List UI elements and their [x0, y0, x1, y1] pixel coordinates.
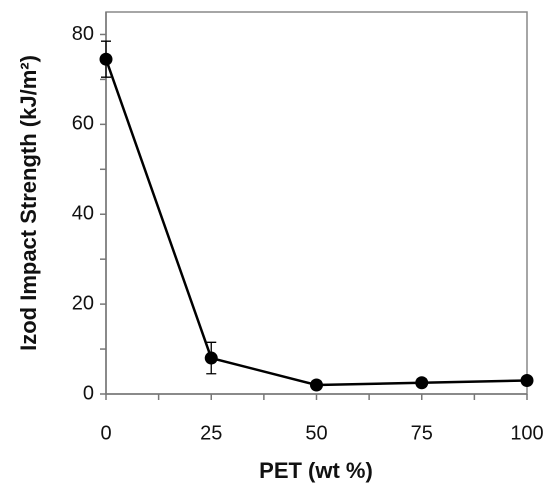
x-axis-label: PET (wt %): [259, 458, 373, 483]
y-tick-label: 60: [72, 113, 94, 135]
data-point: [204, 351, 218, 365]
x-tick-label: 25: [200, 422, 222, 444]
y-axis-label: Izod Impact Strength (kJ/m²): [16, 55, 41, 351]
x-tick-label: 0: [100, 422, 111, 444]
data-point: [520, 374, 534, 388]
x-tick-label: 75: [411, 422, 433, 444]
x-tick-label: 100: [510, 422, 543, 444]
x-tick-label: 50: [305, 422, 327, 444]
data-point: [99, 52, 113, 66]
plot-frame: [105, 11, 528, 395]
y-tick-label: 80: [72, 23, 94, 45]
series-line: [104, 58, 528, 387]
y-tick-label: 0: [83, 382, 94, 404]
data-point: [415, 376, 429, 390]
y-tick-label: 40: [72, 203, 94, 225]
y-tick-label: 20: [72, 292, 94, 314]
data-point: [310, 378, 323, 392]
